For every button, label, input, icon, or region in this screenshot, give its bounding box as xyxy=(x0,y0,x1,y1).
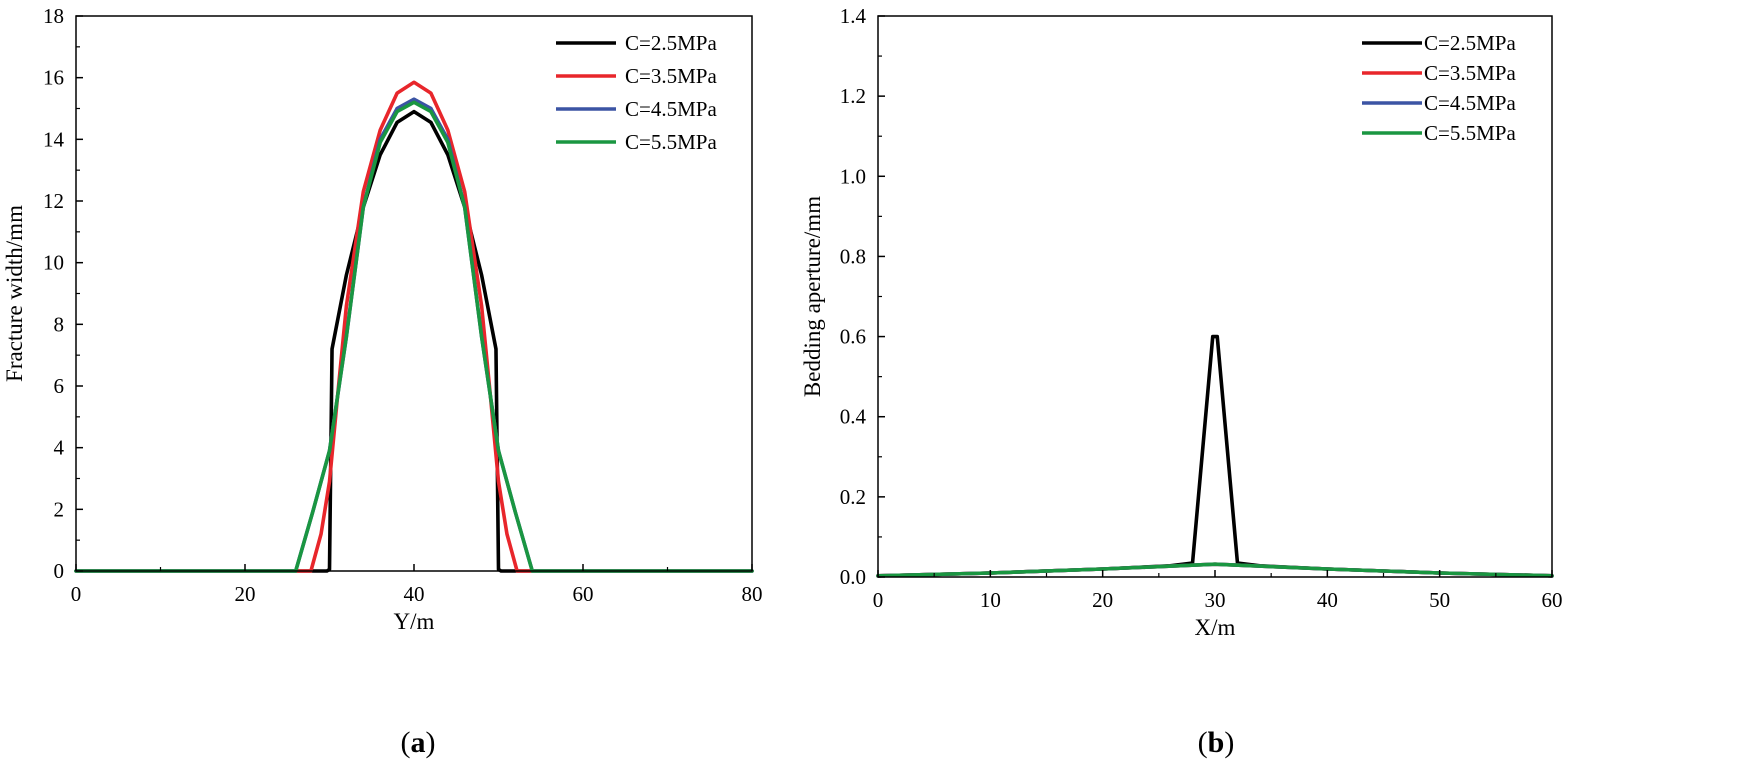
y-tick-label: 0 xyxy=(54,559,65,583)
x-axis-title: Y/m xyxy=(394,609,435,634)
y-tick-label: 14 xyxy=(43,127,65,151)
y-axis-title: Bedding aperture/mm xyxy=(800,196,825,397)
legend-label: C=4.5MPa xyxy=(1424,91,1516,115)
chart-panel-a: 0 20 40 60 80 0 2 4 6 8 10 12 14 16 18 Y/m Fracture widt… xyxy=(2,4,763,759)
y-tick-label: 8 xyxy=(54,312,65,336)
x-axis-title: X/m xyxy=(1195,615,1236,640)
panel-label: (a) xyxy=(401,726,436,759)
x-tick-label: 60 xyxy=(573,582,594,606)
y-tick-label: 1.2 xyxy=(840,84,866,108)
y-axis-title: Fracture width/mm xyxy=(2,205,27,382)
y-tick-label: 0.0 xyxy=(840,565,866,589)
chart-panel-b: 0 10 20 30 40 50 60 0.0 0.2 0.4 0.6 0.8 1.0 1.2 1.4 X/m… xyxy=(800,4,1563,759)
y-tick-label: 1.4 xyxy=(840,4,867,28)
x-tick-label: 0 xyxy=(873,588,884,612)
y-tick-label: 4 xyxy=(54,436,65,460)
series-line-c-5-5mpa xyxy=(74,100,754,573)
x-tick-label: 30 xyxy=(1205,588,1226,612)
legend-label: C=5.5MPa xyxy=(1424,121,1516,145)
y-tick-label: 2 xyxy=(54,497,65,521)
legend-label: C=3.5MPa xyxy=(1424,61,1516,85)
series-line-c-2-5mpa xyxy=(74,109,754,573)
x-tick-label: 40 xyxy=(404,582,425,606)
legend-label: C=2.5MPa xyxy=(625,31,717,55)
series-line-c-4-5mpa xyxy=(74,97,754,573)
series-line-c-2-5mpa xyxy=(876,334,1554,578)
y-tick-label: 10 xyxy=(43,251,64,275)
y-tick-label: 0.6 xyxy=(840,325,866,349)
y-tick-label: 0.4 xyxy=(840,405,867,429)
y-tick-label: 0.8 xyxy=(840,244,866,268)
legend-label: C=4.5MPa xyxy=(625,97,717,121)
legend-label: C=3.5MPa xyxy=(625,64,717,88)
y-tick-label: 12 xyxy=(43,189,64,213)
series-line-c-3-5mpa xyxy=(74,80,754,573)
legend-label: C=2.5MPa xyxy=(1424,31,1516,55)
x-tick-label: 80 xyxy=(742,582,763,606)
x-tick-label: 60 xyxy=(1542,588,1563,612)
x-tick-label: 40 xyxy=(1317,588,1338,612)
y-tick-label: 0.2 xyxy=(840,485,866,509)
y-tick-label: 18 xyxy=(43,4,64,28)
y-tick-label: 6 xyxy=(54,374,65,398)
y-tick-label: 16 xyxy=(43,66,64,90)
panel-label: (b) xyxy=(1198,726,1235,759)
x-tick-label: 50 xyxy=(1429,588,1450,612)
x-tick-label: 0 xyxy=(71,582,82,606)
legend-label: C=5.5MPa xyxy=(625,130,717,154)
x-tick-label: 20 xyxy=(235,582,256,606)
x-tick-label: 10 xyxy=(980,588,1001,612)
y-tick-label: 1.0 xyxy=(840,164,866,188)
x-tick-label: 20 xyxy=(1092,588,1113,612)
